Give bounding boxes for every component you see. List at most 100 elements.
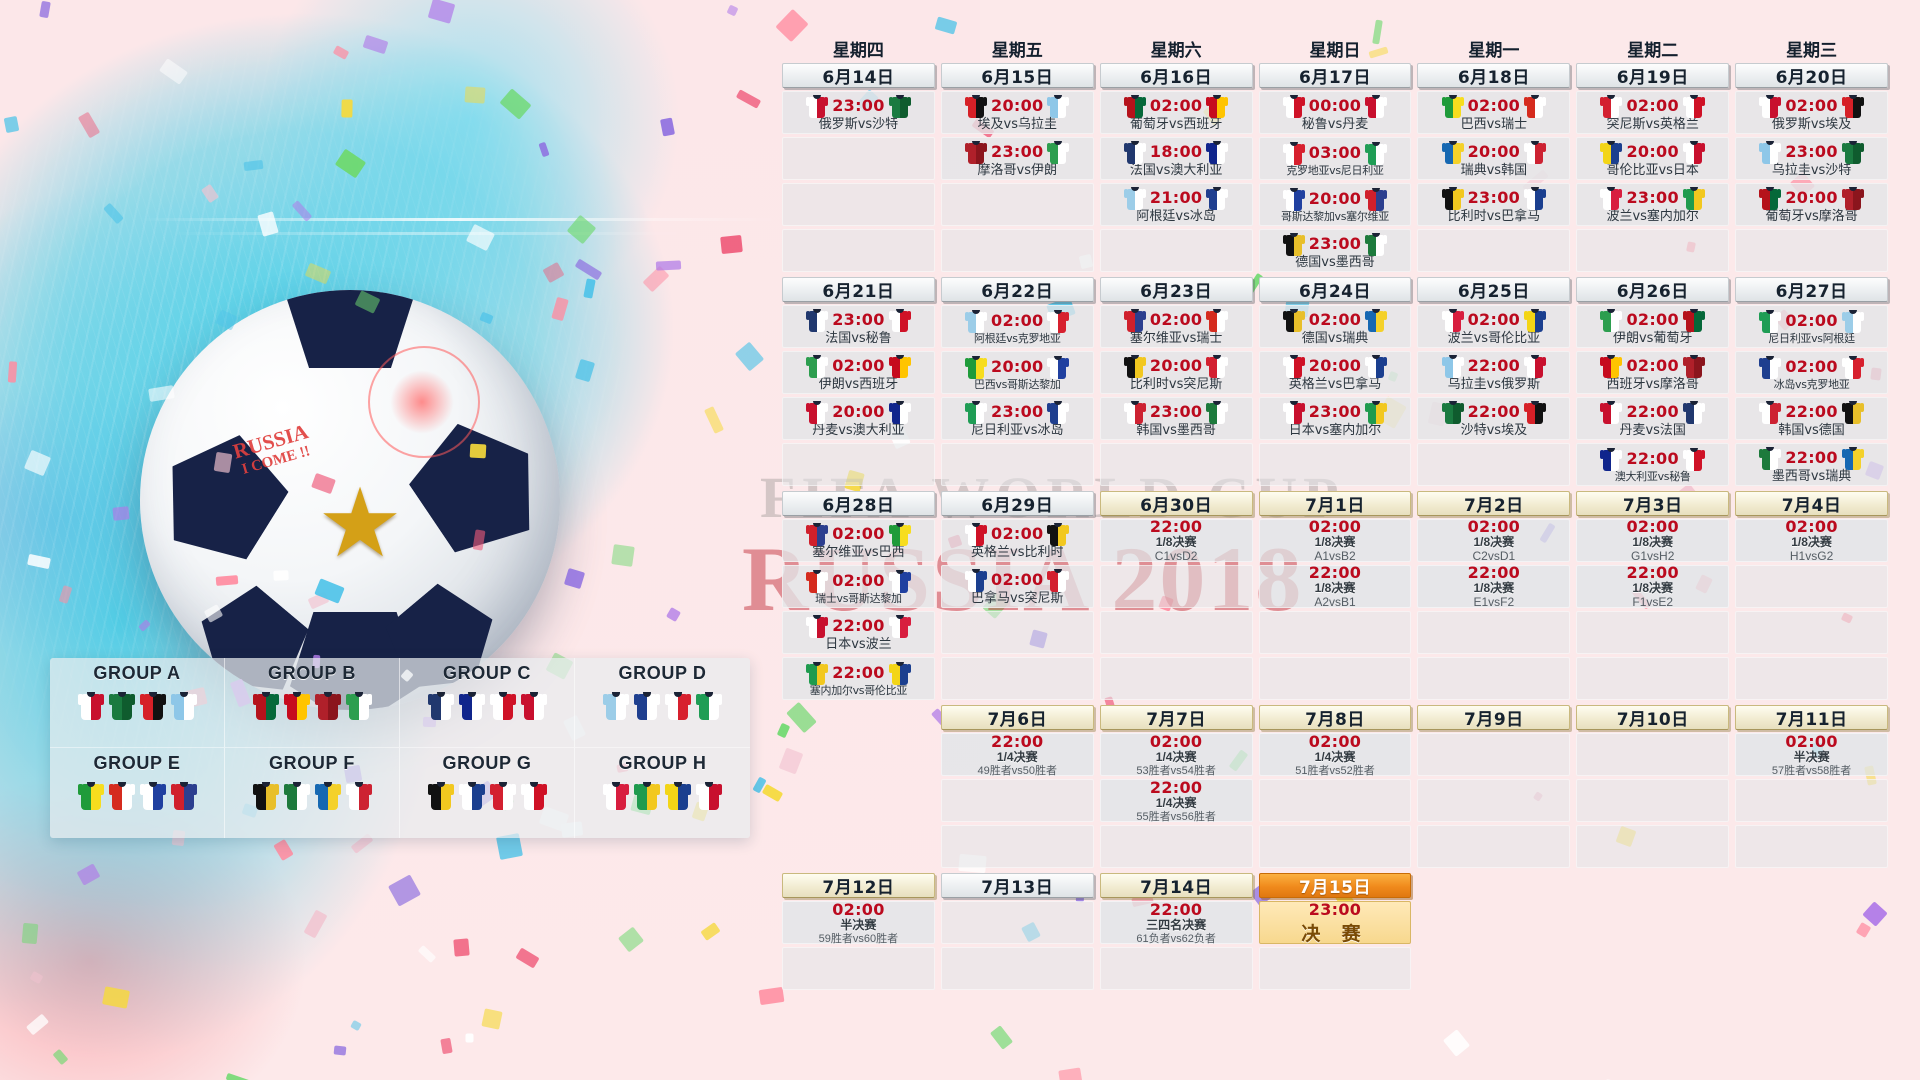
group-match-cell[interactable]: 02:00 塞尔维亚vs巴西 bbox=[782, 519, 935, 562]
knockout-match-cell[interactable]: 02:00 半决赛 59胜者vs60胜者 bbox=[782, 900, 935, 945]
date-chip[interactable]: 7月3日 bbox=[1576, 491, 1730, 516]
group-match-cell[interactable]: 23:00 波兰vs塞内加尔 bbox=[1576, 183, 1730, 226]
group-match-cell[interactable]: 23:00 德国vs墨西哥 bbox=[1258, 229, 1412, 272]
date-chip[interactable]: 6月21日 bbox=[782, 277, 935, 302]
empty-match-slot bbox=[1099, 657, 1253, 700]
date-chip[interactable]: 6月30日 bbox=[1099, 491, 1253, 516]
date-chip[interactable]: 7月14日 bbox=[1099, 873, 1253, 898]
date-chip[interactable]: 6月22日 bbox=[940, 277, 1094, 302]
group-match-cell[interactable]: 02:00 伊朗vs葡萄牙 bbox=[1576, 305, 1730, 348]
date-chip[interactable]: 6月23日 bbox=[1099, 277, 1253, 302]
group-match-cell[interactable]: 20:00 英格兰vs巴拿马 bbox=[1258, 351, 1412, 394]
knockout-match-cell[interactable]: 22:00 1/8决赛 A2vsB1 bbox=[1258, 563, 1412, 609]
date-chip[interactable]: 7月4日 bbox=[1735, 491, 1888, 516]
knockout-match-cell[interactable]: 02:00 1/8决赛 G1vsH2 bbox=[1576, 517, 1730, 563]
group-match-cell[interactable]: 20:00 丹麦vs澳大利亚 bbox=[782, 397, 935, 440]
date-chip[interactable]: 6月18日 bbox=[1417, 63, 1571, 88]
group-match-cell[interactable]: 23:00 法国vs秘鲁 bbox=[782, 305, 935, 348]
group-match-cell[interactable]: 20:00 瑞典vs韩国 bbox=[1417, 137, 1571, 180]
date-chip[interactable]: 6月16日 bbox=[1099, 63, 1253, 88]
knockout-match-cell[interactable]: 02:00 1/8决赛 H1vsG2 bbox=[1735, 517, 1888, 563]
group-match-cell[interactable]: 21:00 阿根廷vs冰岛 bbox=[1099, 183, 1253, 226]
group-match-cell[interactable]: 22:00 沙特vs埃及 bbox=[1417, 397, 1571, 440]
date-chip[interactable]: 6月14日 bbox=[782, 63, 935, 88]
group-match-cell[interactable]: 02:00 伊朗vs西班牙 bbox=[782, 351, 935, 394]
knockout-match-cell[interactable]: 02:00 1/4决赛 51胜者vs52胜者 bbox=[1258, 732, 1412, 777]
group-match-cell[interactable]: 23:00 摩洛哥vs伊朗 bbox=[940, 137, 1094, 180]
date-chip[interactable]: 6月26日 bbox=[1576, 277, 1730, 302]
group-match-cell[interactable]: 02:00 巴西vs瑞士 bbox=[1417, 91, 1571, 134]
group-match-cell[interactable]: 23:00 比利时vs巴拿马 bbox=[1417, 183, 1571, 226]
date-chip[interactable]: 7月9日 bbox=[1417, 705, 1571, 730]
date-chip[interactable]: 7月10日 bbox=[1576, 705, 1730, 730]
group-match-cell[interactable]: 22:00 塞内加尔vs哥伦比亚 bbox=[782, 657, 935, 700]
final-match-cell[interactable]: 23:00 决 赛 bbox=[1258, 900, 1412, 945]
group-match-cell[interactable]: 20:00 比利时vs突尼斯 bbox=[1099, 351, 1253, 394]
date-chip[interactable]: 6月27日 bbox=[1735, 277, 1888, 302]
group-match-cell[interactable]: 20:00 哥伦比亚vs日本 bbox=[1576, 137, 1730, 180]
group-match-cell[interactable]: 02:00 德国vs瑞典 bbox=[1258, 305, 1412, 348]
date-chip[interactable]: 7月8日 bbox=[1258, 705, 1412, 730]
group-match-cell[interactable]: 22:00 日本vs波兰 bbox=[782, 611, 935, 654]
knockout-match-cell[interactable]: 02:00 1/8决赛 C2vsD1 bbox=[1417, 517, 1571, 563]
group-match-cell[interactable]: 02:00 俄罗斯vs埃及 bbox=[1735, 91, 1888, 134]
group-match-cell[interactable]: 22:00 丹麦vs法国 bbox=[1576, 397, 1730, 440]
group-match-cell[interactable]: 20:00 巴西vs哥斯达黎加 bbox=[940, 351, 1094, 394]
knockout-match-cell[interactable]: 22:00 1/8决赛 C1vsD2 bbox=[1099, 517, 1253, 563]
group-match-cell[interactable]: 02:00 瑞士vs哥斯达黎加 bbox=[782, 565, 935, 608]
date-chip[interactable]: 6月24日 bbox=[1258, 277, 1412, 302]
date-chip[interactable]: 6月28日 bbox=[782, 491, 935, 516]
knockout-match-cell[interactable]: 22:00 1/8决赛 F1vsE2 bbox=[1576, 563, 1730, 609]
date-chip[interactable]: 7月11日 bbox=[1735, 705, 1888, 730]
date-chip[interactable]: 7月1日 bbox=[1258, 491, 1412, 516]
group-match-cell[interactable]: 02:00 巴拿马vs突尼斯 bbox=[940, 565, 1094, 608]
group-match-cell[interactable]: 02:00 冰岛vs克罗地亚 bbox=[1735, 351, 1888, 394]
group-match-cell[interactable]: 23:00 韩国vs墨西哥 bbox=[1099, 397, 1253, 440]
knockout-match-cell[interactable]: 02:00 1/4决赛 53胜者vs54胜者 bbox=[1099, 732, 1253, 777]
group-match-cell[interactable]: 02:00 西班牙vs摩洛哥 bbox=[1576, 351, 1730, 394]
group-match-cell[interactable]: 23:00 俄罗斯vs沙特 bbox=[782, 91, 935, 134]
date-chip[interactable]: 7月15日 bbox=[1258, 873, 1412, 898]
group-match-cell[interactable]: 18:00 法国vs澳大利亚 bbox=[1099, 137, 1253, 180]
date-chip[interactable]: 7月2日 bbox=[1417, 491, 1571, 516]
date-chip[interactable]: 7月6日 bbox=[940, 705, 1094, 730]
home-team-jersey-icon bbox=[1600, 446, 1623, 471]
group-match-cell[interactable]: 23:00 尼日利亚vs冰岛 bbox=[940, 397, 1094, 440]
group-match-cell[interactable]: 20:00 葡萄牙vs摩洛哥 bbox=[1735, 183, 1888, 226]
knockout-match-cell[interactable]: 02:00 半决赛 57胜者vs58胜者 bbox=[1735, 732, 1888, 777]
group-match-cell[interactable]: 22:00 墨西哥vs瑞典 bbox=[1735, 443, 1888, 486]
group-match-cell[interactable]: 00:00 秘鲁vs丹麦 bbox=[1258, 91, 1412, 134]
date-chip[interactable]: 7月12日 bbox=[782, 873, 935, 898]
date-chip[interactable]: 6月17日 bbox=[1258, 63, 1412, 88]
date-chip[interactable]: 6月25日 bbox=[1417, 277, 1571, 302]
group-match-cell[interactable]: 02:00 阿根廷vs克罗地亚 bbox=[940, 305, 1094, 348]
date-chip[interactable]: 6月19日 bbox=[1576, 63, 1730, 88]
date-chip[interactable]: 7月13日 bbox=[940, 873, 1094, 898]
group-match-cell[interactable]: 23:00 日本vs塞内加尔 bbox=[1258, 397, 1412, 440]
group-match-cell[interactable]: 02:00 英格兰vs比利时 bbox=[940, 519, 1094, 562]
group-match-cell[interactable]: 02:00 尼日利亚vs阿根廷 bbox=[1735, 305, 1888, 348]
knockout-match-cell[interactable]: 02:00 1/8决赛 A1vsB2 bbox=[1258, 517, 1412, 563]
date-chip[interactable]: 6月20日 bbox=[1735, 63, 1888, 88]
group-match-cell[interactable]: 23:00 乌拉圭vs沙特 bbox=[1735, 137, 1888, 180]
team-jersey-icon bbox=[252, 690, 279, 720]
group-match-cell[interactable]: 22:00 韩国vs德国 bbox=[1735, 397, 1888, 440]
group-match-cell[interactable]: 20:00 哥斯达黎加vs塞尔维亚 bbox=[1258, 183, 1412, 226]
knockout-match-cell[interactable]: 22:00 1/8决赛 E1vsF2 bbox=[1417, 563, 1571, 609]
group-match-cell[interactable]: 22:00 乌拉圭vs俄罗斯 bbox=[1417, 351, 1571, 394]
knockout-match-cell[interactable]: 22:00 1/4决赛 55胜者vs56胜者 bbox=[1099, 778, 1253, 823]
group-match-cell[interactable]: 02:00 突尼斯vs英格兰 bbox=[1576, 91, 1730, 134]
group-match-cell[interactable]: 02:00 葡萄牙vs西班牙 bbox=[1099, 91, 1253, 134]
date-chip[interactable]: 7月7日 bbox=[1099, 705, 1253, 730]
home-team-jersey-icon bbox=[806, 353, 829, 378]
group-match-cell[interactable]: 03:00 克罗地亚vs尼日利亚 bbox=[1258, 137, 1412, 180]
group-match-cell[interactable]: 22:00 澳大利亚vs秘鲁 bbox=[1576, 443, 1730, 486]
date-chip[interactable]: 6月29日 bbox=[940, 491, 1094, 516]
date-chip[interactable]: 6月15日 bbox=[940, 63, 1094, 88]
group-match-cell[interactable]: 20:00 埃及vs乌拉圭 bbox=[940, 91, 1094, 134]
match-time-row: 02:00 bbox=[1103, 93, 1250, 118]
knockout-match-cell[interactable]: 22:00 三四名决赛 61负者vs62负者 bbox=[1099, 900, 1253, 945]
group-match-cell[interactable]: 02:00 塞尔维亚vs瑞士 bbox=[1099, 305, 1253, 348]
knockout-match-cell[interactable]: 22:00 1/4决赛 49胜者vs50胜者 bbox=[940, 732, 1094, 777]
group-match-cell[interactable]: 02:00 波兰vs哥伦比亚 bbox=[1417, 305, 1571, 348]
